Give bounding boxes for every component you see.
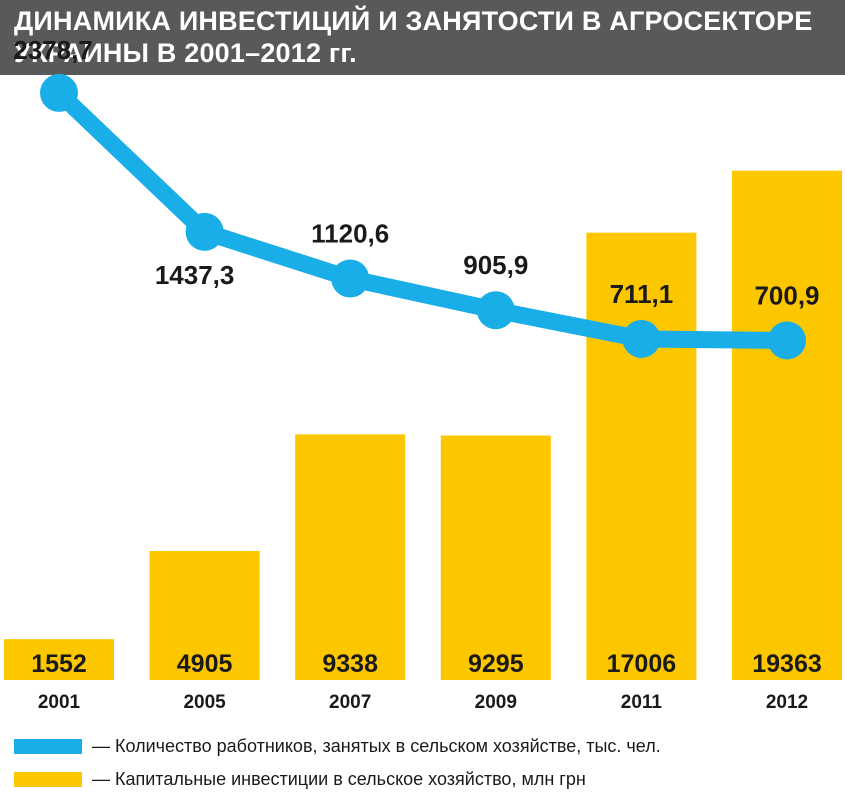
bar-value-label-2007: 9338 [322, 650, 378, 678]
line-value-label-2001: 2378,7 [13, 35, 93, 65]
bar-value-label-2012: 19363 [752, 650, 822, 678]
line-value-label-2005: 1437,3 [155, 260, 235, 290]
x-tick-label-2011: 2011 [621, 692, 663, 713]
line-series-employment [50, 84, 796, 349]
line-value-label-2007: 1120,6 [311, 219, 389, 249]
x-tick-label-2009: 2009 [475, 692, 517, 713]
line-point-2012 [768, 321, 806, 360]
x-tick-label-2012: 2012 [766, 692, 808, 713]
legend-line-swatch [14, 739, 82, 754]
bar-value-label-2001: 1552 [31, 650, 87, 678]
line-point-2007 [331, 259, 370, 298]
line-point-2011 [622, 319, 661, 358]
chart-title-line-1: ДИНАМИКА ИНВЕСТИЦИЙ И ЗАНЯТОСТИ В АГРОСЕ… [14, 6, 813, 36]
bar-2005 [149, 550, 260, 680]
legend-item-bar: — Капитальные инвестиции в сельское хозя… [14, 768, 586, 790]
line-point-2005 [185, 212, 224, 251]
bar-2012 [732, 170, 842, 680]
bar-value-label-2009: 9295 [468, 650, 524, 678]
bar-2001 [4, 639, 114, 680]
line-point-2009 [476, 291, 515, 330]
line-point-2001 [40, 73, 78, 112]
line-value-label-2009: 905,9 [463, 250, 528, 280]
bar-2007 [295, 434, 406, 680]
x-tick-label-2007: 2007 [329, 692, 371, 713]
legend-bar-label: — Капитальные инвестиции в сельское хозя… [92, 768, 586, 789]
legend-line-label: — Количество работников, занятых в сельс… [92, 735, 661, 756]
legend-bar-swatch [14, 772, 82, 787]
line-value-label-2011: 711,1 [610, 279, 674, 309]
bar-2009 [440, 435, 551, 680]
x-tick-label-2001: 2001 [38, 692, 81, 713]
bar-value-label-2011: 17006 [607, 650, 677, 678]
x-tick-label-2005: 2005 [183, 692, 226, 713]
title-band: ДИНАМИКА ИНВЕСТИЦИЙ И ЗАНЯТОСТИ В АГРОСЕ… [0, 0, 845, 75]
line-value-label-2012: 700,9 [754, 280, 819, 310]
bar-value-label-2005: 4905 [177, 650, 233, 678]
chart-title-line-2: УКРАИНЫ В 2001–2012 гг. [14, 38, 357, 68]
legend-item-line: — Количество работников, занятых в сельс… [14, 735, 661, 757]
bar-2011 [586, 232, 697, 680]
